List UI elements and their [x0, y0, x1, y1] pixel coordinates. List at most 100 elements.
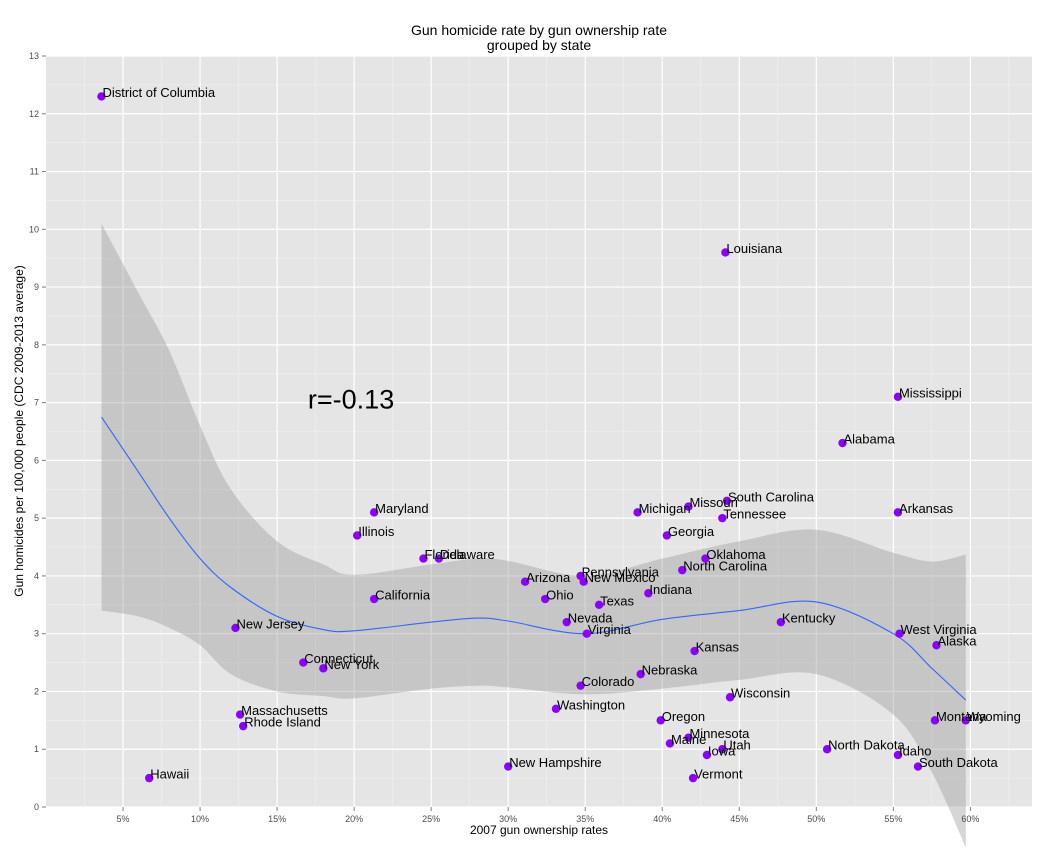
point-label: New York — [324, 657, 379, 672]
point-label: Nebraska — [642, 663, 698, 678]
data-point — [235, 710, 245, 719]
data-point — [718, 513, 727, 523]
data-point — [299, 658, 308, 667]
data-point — [688, 773, 698, 783]
data-point — [369, 594, 379, 604]
data-point — [369, 508, 379, 517]
data-point — [594, 600, 604, 610]
point-label: South Carolina — [728, 489, 815, 504]
y-tick-label: 13 — [29, 51, 39, 61]
y-tick-label: 2 — [34, 686, 39, 696]
x-tick-label: 30% — [499, 814, 517, 824]
y-tick-label: 0 — [34, 802, 39, 812]
point-label: Delaware — [440, 547, 495, 562]
data-point — [662, 531, 672, 540]
data-point — [633, 508, 642, 517]
x-tick-label: 25% — [422, 814, 440, 824]
point-label: Oregon — [662, 709, 705, 724]
data-point — [562, 617, 571, 627]
point-label: Oklahoma — [706, 547, 766, 562]
chart-subtitle: grouped by state — [487, 37, 592, 53]
y-tick-label: 3 — [34, 629, 39, 639]
data-point — [434, 554, 444, 563]
x-tick-label: 60% — [961, 814, 979, 824]
y-tick-label: 7 — [34, 398, 39, 408]
point-label: Colorado — [582, 674, 635, 689]
point-label: Tennessee — [723, 507, 786, 522]
point-label: Virginia — [588, 622, 632, 637]
y-tick-label: 5 — [34, 513, 39, 523]
y-tick-label: 6 — [34, 455, 39, 465]
data-point — [678, 565, 687, 575]
point-label: Wisconsin — [731, 686, 790, 701]
point-label: Illinois — [358, 524, 395, 539]
x-tick-label: 5% — [117, 814, 130, 824]
x-tick-label: 35% — [576, 814, 594, 824]
point-label: Texas — [600, 593, 634, 608]
point-label: North Dakota — [828, 738, 905, 753]
data-point — [419, 554, 428, 563]
data-point — [722, 496, 732, 506]
point-label: Iowa — [708, 744, 736, 759]
point-label: West Virginia — [901, 622, 978, 637]
major-gridlines — [46, 55, 1032, 808]
point-label: Alaska — [937, 634, 977, 649]
data-point — [893, 392, 903, 402]
data-point — [665, 739, 675, 748]
data-point — [97, 92, 106, 101]
x-tick-label: 20% — [345, 814, 363, 824]
point-label: Maine — [671, 732, 706, 747]
y-tick-label: 9 — [34, 282, 39, 292]
point-label: Arkansas — [899, 501, 954, 516]
data-point — [725, 693, 735, 702]
point-label: Vermont — [694, 767, 743, 782]
point-label: New Jersey — [236, 616, 304, 631]
correlation-annotation: r=-0.13 — [308, 384, 394, 414]
data-point — [930, 716, 940, 725]
plot-panel: District of Columbia Louisiana Mississippi… — [46, 55, 1032, 848]
data-point — [644, 589, 653, 598]
point-label: Rhode Island — [244, 715, 321, 730]
data-point — [540, 594, 550, 604]
point-label: Mississippi — [899, 385, 962, 400]
data-point — [838, 438, 847, 448]
data-point — [822, 745, 832, 754]
point-label: Utah — [723, 738, 750, 753]
data-point — [520, 577, 530, 586]
data-point — [932, 641, 941, 650]
data-point — [893, 508, 903, 517]
point-label: Pennsylvania — [582, 564, 660, 579]
point-label: Indiana — [649, 582, 692, 597]
data-point — [582, 629, 591, 638]
confidence-band — [101, 223, 966, 848]
data-point — [961, 716, 970, 725]
point-label: Arizona — [526, 570, 571, 585]
point-label: New Mexico — [585, 570, 656, 585]
point-label: District of Columbia — [102, 85, 215, 100]
data-point — [684, 733, 693, 742]
y-tick-label: 10 — [29, 224, 39, 234]
y-tick-label: 4 — [34, 571, 39, 581]
data-point — [701, 554, 710, 563]
data-point — [579, 577, 588, 586]
data-point — [656, 716, 665, 725]
point-label: Idaho — [899, 744, 932, 759]
point-label: North Carolina — [683, 559, 768, 574]
point-label: Alabama — [844, 432, 896, 447]
x-tick-label: 40% — [653, 814, 671, 824]
point-label: California — [375, 588, 431, 603]
point-label: Kansas — [696, 640, 740, 655]
point-label: Georgia — [668, 524, 715, 539]
data-point — [503, 762, 513, 771]
data-point — [718, 745, 727, 754]
point-label: Minnesota — [689, 726, 750, 741]
point-label: Missouri — [689, 495, 738, 510]
y-axis-label: Gun homicides per 100,000 people (CDC 20… — [12, 265, 26, 597]
point-label: New Hampshire — [509, 755, 601, 770]
data-point — [776, 617, 786, 627]
x-tick-label: 10% — [191, 814, 209, 824]
loess-fit-line — [101, 416, 967, 701]
y-tick-label: 11 — [30, 167, 39, 177]
